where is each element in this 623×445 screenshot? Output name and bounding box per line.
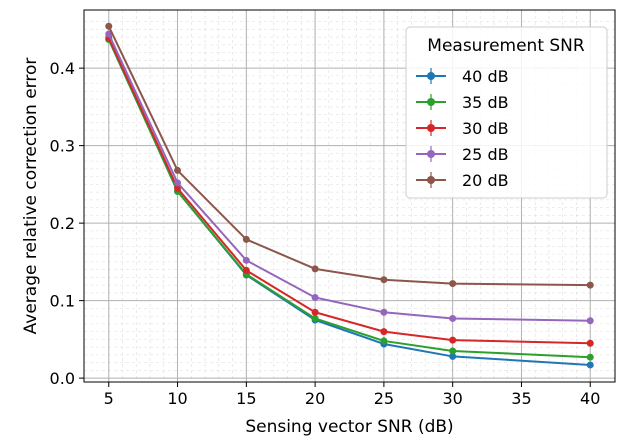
legend-label: 20 dB	[462, 171, 509, 190]
legend-entries: 40 dB 35 dB 30 dB 25 dB 20 dB	[416, 67, 509, 190]
axis-ticks	[79, 67, 591, 387]
x-tick-label: 5	[104, 389, 114, 408]
data-point	[311, 265, 319, 273]
data-point	[449, 280, 457, 288]
data-point	[586, 339, 594, 347]
y-tick-label: 0.2	[50, 214, 75, 233]
data-point	[586, 353, 594, 361]
legend-marker	[427, 98, 435, 106]
legend-entry: 35 dB	[416, 93, 509, 112]
legend-marker	[427, 150, 435, 158]
y-axis-label: Average relative correction error	[21, 58, 41, 335]
legend-label: 25 dB	[462, 145, 509, 164]
data-point	[380, 328, 388, 336]
series-layer	[105, 22, 594, 369]
legend-marker	[427, 124, 435, 132]
x-tick-label: 35	[511, 389, 531, 408]
x-tick-label: 20	[305, 389, 325, 408]
data-point	[105, 30, 113, 38]
legend-label: 30 dB	[462, 119, 509, 138]
data-point	[174, 184, 182, 192]
legend: Measurement SNR 40 dB 35 dB 30 dB 25 dB 20 d…	[405, 26, 608, 199]
legend-entry: 30 dB	[416, 119, 509, 138]
data-point	[242, 266, 250, 274]
legend-title: Measurement SNR	[427, 36, 585, 56]
minor-grid	[84, 10, 615, 382]
x-tick-label: 10	[167, 389, 187, 408]
x-tick-label: 25	[374, 389, 394, 408]
data-point	[311, 308, 319, 316]
legend-marker	[427, 176, 435, 184]
series-25-db	[105, 30, 594, 325]
data-point	[449, 314, 457, 322]
data-point	[311, 314, 319, 322]
data-point	[586, 281, 594, 289]
legend-entry: 40 dB	[416, 67, 509, 86]
data-point	[586, 361, 594, 369]
data-point	[105, 22, 113, 30]
legend-label: 35 dB	[462, 93, 509, 112]
y-tick-label: 0.3	[50, 137, 75, 156]
data-point	[449, 336, 457, 344]
data-point	[380, 308, 388, 316]
data-point	[242, 235, 250, 243]
data-point	[174, 179, 182, 187]
legend-marker	[427, 72, 435, 80]
plot-frame	[83, 9, 616, 383]
data-point	[449, 347, 457, 355]
series-20-db	[105, 22, 594, 289]
x-tick-label: 30	[442, 389, 462, 408]
data-point	[449, 352, 457, 360]
legend-entry: 20 dB	[416, 171, 509, 190]
data-point	[586, 317, 594, 325]
x-axis-label: Sensing vector SNR (dB)	[245, 417, 453, 437]
data-point	[380, 337, 388, 345]
tick-labels: 5 10 15 20 25 30 35 40 0.0 0.1 0.2 0.3 0.4	[50, 59, 601, 408]
series-30-db	[105, 34, 594, 347]
data-point	[380, 276, 388, 284]
y-tick-label: 0.4	[50, 59, 75, 78]
y-tick-label: 0.0	[50, 369, 75, 388]
legend-entry: 25 dB	[416, 145, 509, 164]
legend-label: 40 dB	[462, 67, 509, 86]
x-tick-label: 40	[580, 389, 600, 408]
x-tick-label: 15	[236, 389, 256, 408]
y-tick-label: 0.1	[50, 292, 75, 311]
data-point	[174, 166, 182, 174]
legend-box	[405, 26, 608, 199]
data-point	[311, 294, 319, 302]
data-point	[242, 256, 250, 264]
